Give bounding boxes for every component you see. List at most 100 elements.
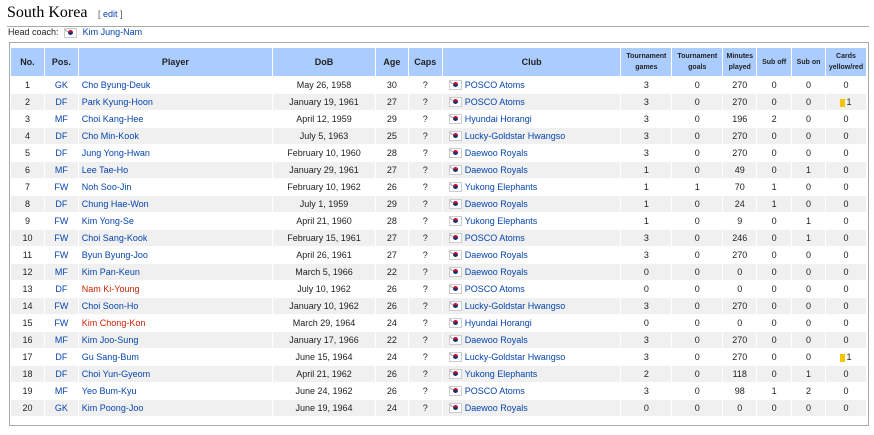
sub-off-cell: 0 (771, 352, 777, 362)
position-cell: DF (45, 145, 78, 161)
games-cell: 3 (643, 114, 649, 124)
position-link[interactable]: MF (54, 335, 68, 345)
club-cell: POSCO Atoms (443, 77, 621, 93)
position-link[interactable]: FW (54, 318, 69, 328)
player-link[interactable]: Cho Byung-Deuk (81, 80, 151, 90)
player-link[interactable]: Jung Yong-Hwan (81, 148, 150, 158)
column-header[interactable]: Pos. (44, 48, 78, 76)
table-row: 8 DF Chung Hae-Won July 1, 1959 29? Daewoo Ro… (11, 196, 866, 212)
club-cell: Lucky-Goldstar Hwangso (442, 128, 621, 144)
player-link[interactable]: Kim Chong-Kon (81, 318, 146, 328)
player-link[interactable]: Kim Poong-Joo (81, 403, 144, 413)
goals-cell: 0 (694, 250, 700, 260)
position-link[interactable]: DF (55, 284, 68, 294)
position-link[interactable]: DF (55, 199, 68, 209)
position-link[interactable]: GK (54, 403, 68, 413)
club-link[interactable]: Daewoo Royals (464, 198, 528, 209)
dob-cell: January 29, 1961 (273, 162, 375, 178)
position-link[interactable]: FW (54, 250, 69, 260)
column-header[interactable]: Player (78, 48, 273, 76)
player-link[interactable]: Kim Joo-Sung (81, 335, 139, 345)
position-cell: FW (44, 298, 78, 314)
club-link[interactable]: Yukong Elephants (464, 368, 538, 379)
number-cell: 13 (22, 284, 33, 294)
position-link[interactable]: MF (54, 114, 68, 124)
column-header[interactable]: No. (11, 48, 44, 76)
player-link[interactable]: Kim Yong-Se (81, 216, 134, 226)
club-link[interactable]: Hyundai Horangi (464, 113, 532, 124)
section-title: South Korea (7, 4, 88, 21)
player-link[interactable]: Nam Ki-Young (81, 284, 140, 294)
player-link[interactable]: Choi Soon-Ho (81, 301, 139, 311)
column-header[interactable]: Sub on (792, 48, 825, 76)
minutes-cell: 270 (732, 148, 748, 158)
club-link[interactable]: POSCO Atoms (464, 96, 525, 107)
yellow-card-icon (840, 353, 846, 362)
column-header[interactable]: Tournament goals (672, 48, 723, 76)
position-link[interactable]: DF (55, 97, 68, 107)
club-link[interactable]: Daewoo Royals (464, 249, 528, 260)
column-header[interactable]: Cards yellow/red (825, 48, 866, 76)
sub-off-cell: 1 (771, 386, 777, 396)
position-link[interactable]: DF (55, 148, 68, 158)
player-link[interactable]: Noh Soo-Jin (81, 182, 132, 192)
position-link[interactable]: MF (54, 267, 68, 277)
club-link[interactable]: POSCO Atoms (464, 232, 525, 243)
player-link[interactable]: Kim Pan-Keun (81, 267, 140, 277)
age-cell: 26 (386, 284, 397, 294)
sub-on-cell: 0 (792, 332, 825, 348)
player-link[interactable]: Gu Sang-Bum (81, 352, 139, 362)
player-link[interactable]: Chung Hae-Won (81, 199, 149, 209)
player-link[interactable]: Lee Tae-Ho (81, 165, 129, 175)
table-row: 2 DF Park Kyung-Hoon January 19, 1961 27? POS… (11, 94, 866, 110)
caps-cell: ? (408, 196, 442, 212)
player-link[interactable]: Choi Yun-Gyeom (81, 369, 151, 379)
club-link[interactable]: Daewoo Royals (464, 164, 528, 175)
player-link[interactable]: Choi Kang-Hee (81, 114, 144, 124)
position-cell: FW (45, 247, 78, 263)
club-link[interactable]: Daewoo Royals (464, 147, 528, 158)
club-link[interactable]: Lucky-Goldstar Hwangso (464, 300, 566, 311)
club-link[interactable]: POSCO Atoms (464, 79, 525, 90)
sub-on-cell: 1 (806, 216, 812, 226)
player-link[interactable]: Yeo Bum-Kyu (81, 386, 137, 396)
player-link[interactable]: Byun Byung-Joo (81, 250, 148, 260)
goals-cell: 0 (672, 94, 723, 110)
player-link[interactable]: Choi Sang-Kook (81, 233, 148, 243)
club-link[interactable]: Yukong Elephants (464, 181, 538, 192)
position-link[interactable]: FW (54, 233, 69, 243)
club-link[interactable]: POSCO Atoms (464, 385, 525, 396)
head-coach-link[interactable]: Kim Jung-Nam (82, 27, 143, 37)
position-link[interactable]: FW (54, 301, 69, 311)
column-header[interactable]: Minutes played (723, 48, 757, 76)
player-link[interactable]: Park Kyung-Hoon (81, 97, 153, 107)
position-link[interactable]: FW (54, 216, 69, 226)
edit-link[interactable]: edit (102, 9, 118, 19)
column-header[interactable]: Club (442, 48, 621, 76)
club-link[interactable]: Daewoo Royals (464, 266, 528, 277)
position-link[interactable]: FW (54, 182, 69, 192)
club-link[interactable]: Daewoo Royals (464, 334, 528, 345)
club-link[interactable]: Lucky-Goldstar Hwangso (464, 130, 566, 141)
table-row: 1 GK Cho Byung-Deuk May 26, 1958 30? POSCO At… (11, 77, 866, 93)
position-link[interactable]: MF (54, 386, 68, 396)
column-header[interactable]: Tournament games (621, 48, 672, 76)
caps-cell: ? (408, 230, 442, 246)
position-link[interactable]: DF (55, 352, 68, 362)
column-header[interactable]: Sub off (757, 48, 792, 76)
south-korea-flag-icon (448, 114, 462, 125)
club-link[interactable]: POSCO Atoms (464, 283, 525, 294)
position-link[interactable]: DF (55, 131, 68, 141)
column-header[interactable]: Age (375, 48, 408, 76)
club-link[interactable]: Daewoo Royals (464, 402, 528, 413)
column-header[interactable]: Caps (408, 48, 442, 76)
position-link[interactable]: MF (54, 165, 68, 175)
player-link[interactable]: Cho Min-Kook (81, 131, 139, 141)
minutes-cell: 270 (732, 250, 748, 260)
column-header[interactable]: DoB (273, 48, 375, 76)
club-link[interactable]: Hyundai Horangi (464, 317, 532, 328)
club-link[interactable]: Yukong Elephants (464, 215, 538, 226)
position-link[interactable]: DF (55, 369, 68, 379)
position-link[interactable]: GK (54, 80, 68, 90)
club-link[interactable]: Lucky-Goldstar Hwangso (464, 351, 566, 362)
